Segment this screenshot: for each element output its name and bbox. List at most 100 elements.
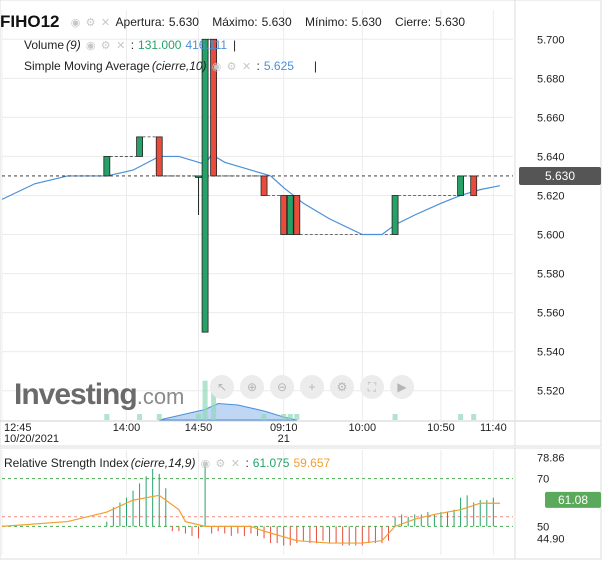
close-label: Cierre: (395, 15, 432, 29)
sma-legend-icons: ◉ ⚙ ✕ (211, 60, 253, 73)
sma-line (1, 153, 501, 236)
candle-down (210, 38, 218, 177)
price-tick-label: 5.660 (537, 112, 565, 124)
time-tick-label: 11:40 (480, 422, 507, 434)
close-value: 5.630 (435, 15, 466, 29)
time-tick-label: 09:10 (270, 422, 298, 434)
time-tick-label: 10:00 (349, 422, 377, 434)
volume-bar (458, 414, 464, 420)
rsi-tick-label: 70 (537, 474, 549, 486)
symbol-title: FIHO12 (0, 12, 60, 31)
time-tick-label: 10:50 (427, 422, 455, 434)
candle-down (280, 195, 288, 235)
volume-ma-value: 416.111 (185, 38, 228, 52)
eye-icon[interactable]: ◉ (85, 39, 96, 52)
rsi-legend-icons: ◉ ⚙ ✕ (199, 457, 241, 470)
low-label: Mínimo: (304, 15, 348, 29)
sma-label: Simple Moving Average (24, 59, 150, 73)
price-tick-label: 5.640 (537, 151, 565, 163)
rsi-tick-label: 50 (537, 521, 549, 533)
current-price-label: 5.630 (545, 169, 575, 183)
volume-bar (202, 380, 208, 420)
candle-down (260, 175, 268, 196)
eye-icon[interactable]: ◉ (211, 60, 222, 73)
volume-legend-icons: ◉ ⚙ ✕ (85, 39, 127, 52)
eye-icon[interactable]: ◉ (200, 457, 211, 470)
candle-up (136, 136, 143, 157)
chart-toolbar: ↖ ⊕ ⊖ + ⚙ ⛶ ▶ (210, 375, 414, 399)
settings-icon[interactable]: ⚙ (330, 375, 354, 399)
select-icon[interactable]: ↖ (210, 375, 234, 399)
rsi-legend: Relative Strength Index (cierre,14,9) ◉ … (4, 456, 331, 470)
date-tick-label: 21 (278, 433, 290, 445)
logo-name: Investing (14, 378, 138, 411)
close-icon[interactable]: ✕ (116, 39, 126, 52)
volume-value: 131.000 (138, 38, 182, 52)
candle-down (293, 195, 301, 235)
high-label: Máximo: (212, 15, 258, 29)
close-icon[interactable]: ✕ (241, 60, 252, 73)
price-tick-label: 5.600 (537, 230, 565, 242)
price-tick-label: 5.580 (537, 269, 565, 281)
volume-bar (471, 414, 477, 420)
eye-icon[interactable]: ◉ (70, 16, 81, 29)
low-value: 5.630 (351, 15, 382, 29)
volume-bar (137, 414, 143, 420)
volume-bar (281, 414, 287, 420)
volume-bar (196, 414, 202, 420)
candle-up (201, 38, 209, 333)
rsi-signal-line (1, 494, 500, 544)
close-icon[interactable]: ✕ (230, 457, 241, 470)
close-icon[interactable]: ✕ (100, 16, 111, 29)
time-tick-label: 12:45 (4, 422, 32, 434)
candle-up (286, 195, 294, 235)
current-price-badge (519, 166, 601, 185)
time-tick-label: 14:00 (113, 422, 141, 434)
candle-down (470, 175, 478, 196)
rsi-tick-label: 78.86 (537, 452, 565, 464)
price-tick-label: 5.560 (537, 308, 565, 320)
sma-param: (cierre,10) (151, 59, 207, 73)
rsi-label: Relative Strength Index (4, 456, 129, 470)
fullscreen-icon[interactable]: ⛶ (360, 375, 384, 399)
candle-up (195, 175, 202, 178)
price-panel-border (0, 0, 602, 447)
zoom-out-icon[interactable]: ⊖ (270, 375, 294, 399)
settings-icon[interactable]: ⚙ (100, 39, 111, 52)
volume-bar (287, 414, 293, 420)
legend-icons: ◉ ⚙ ✕ (70, 16, 112, 29)
price-tick-label: 5.700 (537, 34, 565, 46)
price-tick-label: 5.680 (537, 73, 565, 85)
settings-icon[interactable]: ⚙ (215, 457, 226, 470)
date-tick-label: 10/20/2021 (4, 433, 59, 445)
sma-legend: Simple Moving Average (cierre,10) ◉ ⚙ ✕ … (24, 59, 318, 73)
high-value: 5.630 (261, 15, 292, 29)
time-tick-label: 14:50 (185, 422, 213, 434)
price-tick-label: 5.620 (537, 190, 565, 202)
open-value: 5.630 (168, 15, 199, 29)
investing-logo: Investing.com (14, 378, 184, 412)
add-indicator-icon[interactable]: + (300, 375, 324, 399)
zoom-in-icon[interactable]: ⊕ (240, 375, 264, 399)
candle-up (457, 175, 464, 196)
volume-bar (104, 414, 110, 420)
candle-up (391, 195, 399, 235)
logo-suffix: .com (136, 384, 185, 409)
settings-icon[interactable]: ⚙ (85, 16, 96, 29)
volume-bar (156, 414, 162, 420)
settings-icon[interactable]: ⚙ (226, 60, 237, 73)
rsi-value: 61.075 (252, 456, 290, 470)
volume-param: (9) (66, 38, 81, 52)
candle-up (103, 156, 111, 177)
volume-bar (392, 414, 398, 420)
candle-down (155, 136, 163, 177)
volume-bar (261, 414, 267, 420)
price-tick-label: 5.540 (537, 347, 565, 359)
play-icon[interactable]: ▶ (390, 375, 414, 399)
rsi-signal-value: 59.657 (293, 456, 331, 470)
volume-label: Volume (24, 38, 65, 52)
rsi-param: (cierre,14,9) (130, 456, 196, 470)
volume-bar (294, 414, 300, 420)
